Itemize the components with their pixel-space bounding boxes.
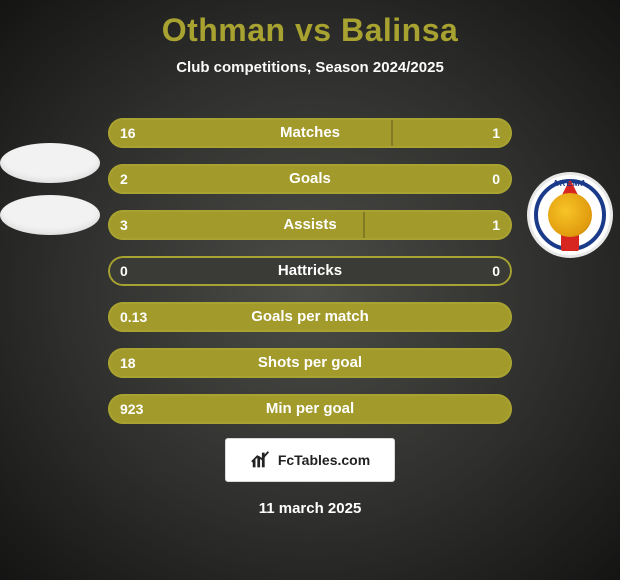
stat-row: 00Hattricks	[108, 256, 512, 286]
stat-value-left: 923	[108, 394, 155, 424]
stat-row: 31Assists	[108, 210, 512, 240]
stat-value-left: 0.13	[108, 302, 159, 332]
stat-value-left: 3	[108, 210, 140, 240]
site-badge-label: FcTables.com	[278, 452, 370, 468]
subtitle: Club competitions, Season 2024/2025	[0, 59, 620, 76]
content: Othman vs Balinsa Club competitions, Sea…	[0, 0, 620, 580]
stat-value-right: 1	[480, 210, 512, 240]
stat-row: 18Shots per goal	[108, 348, 512, 378]
title-vs: vs	[295, 12, 332, 48]
stat-seg-left	[108, 164, 512, 194]
date-label: 11 march 2025	[0, 500, 620, 517]
player-right-club: AREMA	[515, 160, 620, 270]
stat-value-left: 16	[108, 118, 148, 148]
stat-row: 20Goals	[108, 164, 512, 194]
avatar-placeholder-icon	[0, 195, 100, 235]
stat-bars: 161Matches20Goals31Assists00Hattricks0.1…	[108, 118, 512, 440]
stat-value-right: 0	[480, 164, 512, 194]
title-player-right: Balinsa	[341, 12, 458, 48]
club-logo-label: AREMA	[553, 179, 587, 188]
stat-row: 161Matches	[108, 118, 512, 148]
stat-value-left: 0	[108, 256, 140, 286]
player-left-avatar-2	[0, 160, 105, 270]
site-badge[interactable]: FcTables.com	[225, 438, 395, 482]
stat-value-left: 18	[108, 348, 148, 378]
stat-seg-left	[108, 210, 363, 240]
stat-seg-left	[108, 118, 391, 148]
stat-row: 923Min per goal	[108, 394, 512, 424]
club-logo-icon: AREMA	[530, 175, 610, 255]
stat-seg-left	[108, 394, 512, 424]
stat-row: 0.13Goals per match	[108, 302, 512, 332]
stat-value-right: 1	[480, 118, 512, 148]
stat-seg-left	[108, 348, 512, 378]
chart-icon	[250, 449, 272, 471]
stat-value-right: 0	[480, 256, 512, 286]
title-player-left: Othman	[162, 12, 286, 48]
stat-seg-left	[108, 302, 512, 332]
stat-value-left: 2	[108, 164, 140, 194]
page-title: Othman vs Balinsa	[0, 0, 620, 49]
